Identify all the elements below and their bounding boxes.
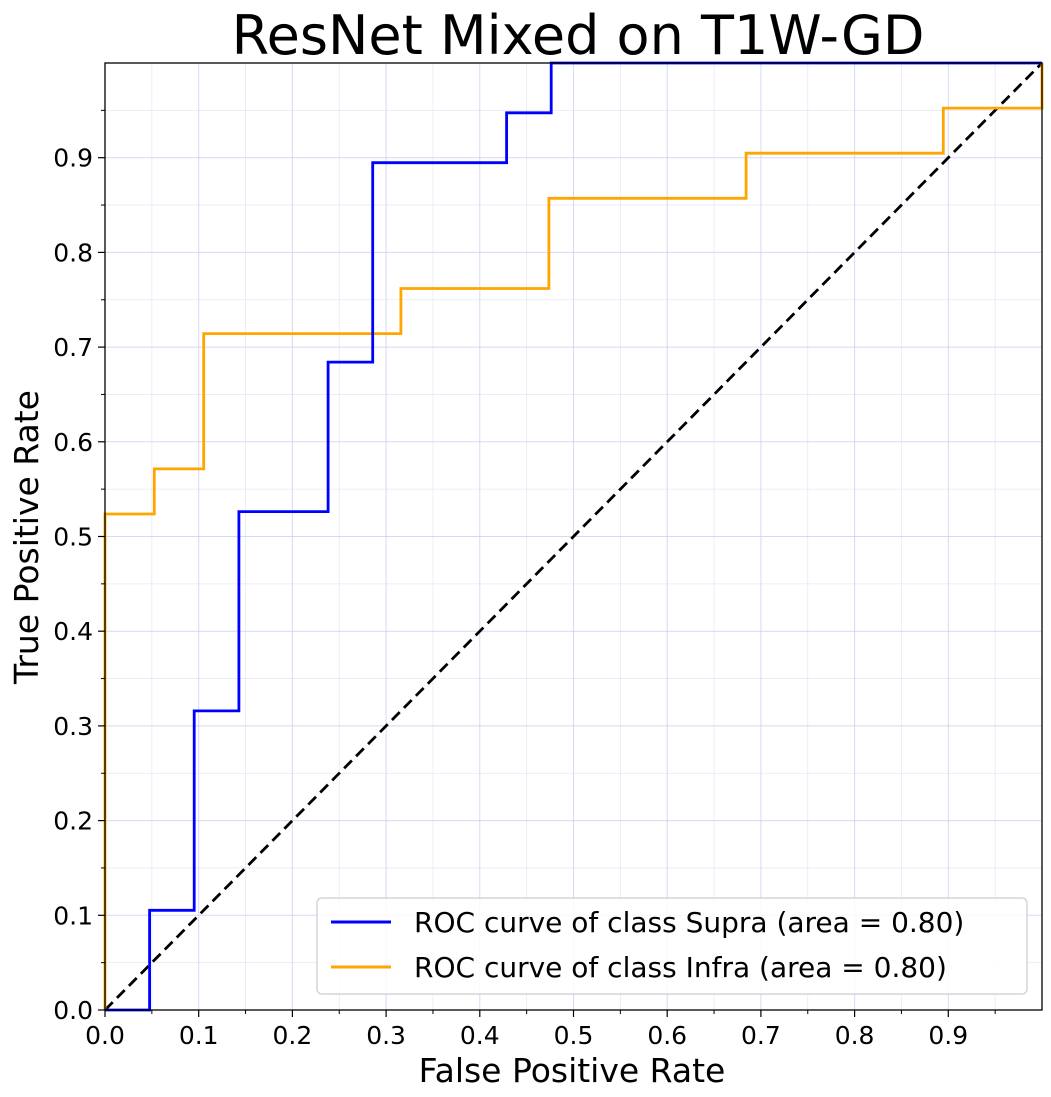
legend-label-supra: ROC curve of class Supra (area = 0.80): [414, 906, 964, 939]
x-tick-label: 0.1: [179, 1021, 219, 1050]
roc-curve-infra: [103, 63, 1044, 1010]
x-tick-label: 0.6: [647, 1021, 687, 1050]
grid: [105, 63, 1042, 1010]
y-axis-label: True Positive Rate: [7, 390, 46, 685]
x-axis-label: False Positive Rate: [419, 1051, 726, 1090]
y-tick-label: 0.9: [53, 144, 93, 173]
legend: ROC curve of class Supra (area = 0.80) R…: [316, 897, 1028, 995]
legend-label-infra: ROC curve of class Infra (area = 0.80): [414, 951, 947, 984]
x-tick-label: 0.7: [741, 1021, 781, 1050]
y-tick-label: 0.1: [53, 901, 93, 930]
y-tick-label: 0.3: [53, 712, 93, 741]
y-tick-label: 0.2: [53, 807, 93, 836]
y-tick-label: 0.5: [53, 523, 93, 552]
x-tick-label: 0.5: [554, 1021, 594, 1050]
roc-curve-supra: [105, 61, 1042, 1012]
x-tick-label: 0.9: [928, 1021, 968, 1050]
y-tick-label: 0.8: [53, 238, 93, 267]
x-tick-label: 0.8: [835, 1021, 875, 1050]
x-tick-label: 0.3: [366, 1021, 406, 1050]
chart-title: ResNet Mixed on T1W-GD: [232, 4, 925, 67]
x-tick-label: 0.0: [85, 1021, 125, 1050]
y-tick-label: 0.0: [53, 996, 93, 1025]
y-tick-label: 0.7: [53, 333, 93, 362]
ticks: 0.0 0.1 0.2 0.3 0.4 0.5 0.6 0.7 0.8 0.9 0.0 0.1 0.2 0…: [53, 109, 996, 1050]
x-tick-label: 0.4: [460, 1021, 500, 1050]
legend-box: [316, 897, 1028, 995]
series-layer: [103, 61, 1044, 1012]
y-tick-label: 0.6: [53, 428, 93, 457]
y-tick-label: 0.4: [53, 617, 93, 646]
chance-diagonal-line: [104, 62, 1043, 1011]
x-tick-label: 0.2: [273, 1021, 313, 1050]
